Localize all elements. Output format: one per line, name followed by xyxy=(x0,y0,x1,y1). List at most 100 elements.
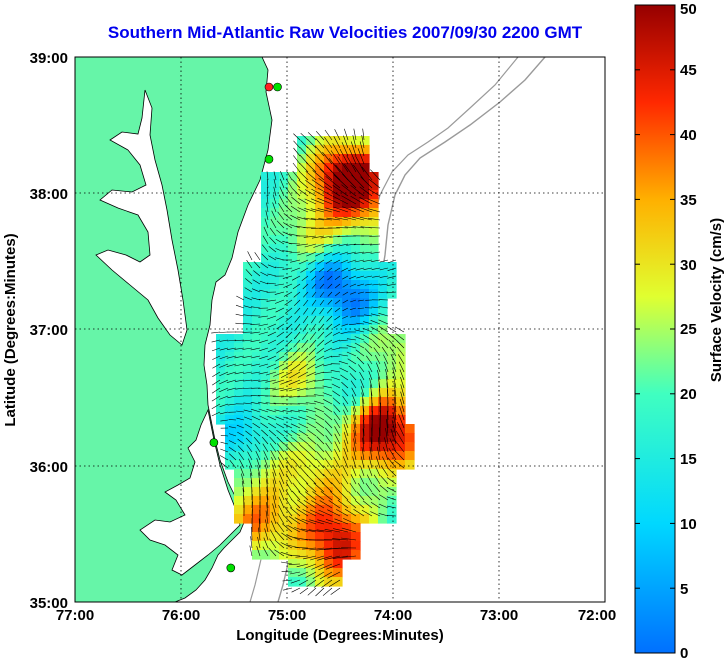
velocity-vector xyxy=(267,347,277,353)
colorbar-tick-label: 10 xyxy=(680,516,697,533)
velocity-vector xyxy=(342,396,349,405)
velocity-cell xyxy=(360,415,370,425)
velocity-cell xyxy=(279,451,289,461)
velocity-cell xyxy=(297,496,307,506)
velocity-cell xyxy=(306,550,316,560)
velocity-cell xyxy=(279,172,289,182)
velocity-vector xyxy=(307,451,317,461)
velocity-cell xyxy=(324,361,334,371)
velocity-vector xyxy=(219,371,229,377)
velocity-vector xyxy=(369,377,373,389)
velocity-cell xyxy=(333,370,343,380)
velocity-vector xyxy=(294,307,301,315)
velocity-vector xyxy=(293,299,301,307)
velocity-vector xyxy=(259,415,269,421)
velocity-vector xyxy=(299,162,309,173)
velocity-vector xyxy=(256,458,261,469)
velocity-vector xyxy=(344,508,357,517)
velocity-cell xyxy=(342,154,352,164)
velocity-vector xyxy=(293,339,301,348)
velocity-cell xyxy=(297,568,307,578)
velocity-cell xyxy=(288,541,298,551)
velocity-vector xyxy=(267,323,277,328)
velocity-vector xyxy=(259,347,269,352)
velocity-cell xyxy=(315,370,325,380)
velocity-vector xyxy=(292,474,301,485)
velocity-cell xyxy=(306,307,316,317)
velocity-vector xyxy=(274,299,285,304)
velocity-cell xyxy=(297,361,307,371)
velocity-vector xyxy=(275,238,285,245)
colorbar-tick-label: 20 xyxy=(680,386,697,403)
velocity-vector xyxy=(392,368,397,381)
velocity-cell xyxy=(342,361,352,371)
velocity-cell xyxy=(279,469,289,479)
velocity-vector xyxy=(276,347,285,354)
velocity-vector xyxy=(228,446,237,453)
velocity-vector xyxy=(341,555,357,558)
velocity-vector xyxy=(394,326,405,333)
velocity-cell xyxy=(297,172,307,182)
velocity-cell xyxy=(306,577,316,587)
velocity-cell xyxy=(378,262,388,272)
velocity-cell xyxy=(324,145,334,155)
velocity-cell xyxy=(225,388,235,398)
velocity-cell xyxy=(342,541,352,551)
velocity-vector xyxy=(292,170,301,181)
velocity-cell xyxy=(351,460,361,470)
velocity-cell xyxy=(234,343,244,353)
velocity-vector xyxy=(340,374,349,381)
map-panel xyxy=(74,56,606,603)
velocity-cell xyxy=(306,280,316,290)
velocity-vector xyxy=(276,229,285,237)
velocity-vector xyxy=(315,355,325,362)
velocity-vector xyxy=(331,355,341,358)
velocity-cell xyxy=(297,370,307,380)
velocity-vector xyxy=(342,465,349,477)
velocity-vector xyxy=(342,206,357,213)
velocity-vector xyxy=(322,392,333,397)
velocity-cell xyxy=(252,487,262,497)
velocity-vector xyxy=(337,156,349,173)
velocity-vector xyxy=(328,579,341,587)
velocity-vector xyxy=(281,532,293,541)
velocity-vector xyxy=(316,529,333,533)
velocity-cell xyxy=(306,469,316,479)
colorbar-tick-label: 25 xyxy=(680,321,697,338)
velocity-cell xyxy=(279,280,289,290)
velocity-vector xyxy=(296,216,309,221)
velocity-vector xyxy=(266,486,269,501)
velocity-cell xyxy=(279,397,289,407)
velocity-vector xyxy=(304,189,317,197)
velocity-vector xyxy=(275,423,285,429)
velocity-vector xyxy=(272,471,277,485)
velocity-vector xyxy=(305,571,317,578)
velocity-cell xyxy=(252,541,262,551)
velocity-cell xyxy=(270,262,280,272)
velocity-cell xyxy=(306,523,316,533)
velocity-vector xyxy=(267,264,277,269)
velocity-cell xyxy=(252,478,262,488)
velocity-cell xyxy=(360,469,370,479)
velocity-vector xyxy=(301,339,309,348)
velocity-cell xyxy=(333,352,343,362)
velocity-cell xyxy=(225,397,235,407)
velocity-cell xyxy=(306,379,316,389)
lat-tick-label: 35:00 xyxy=(30,595,68,612)
velocity-cell xyxy=(270,370,280,380)
velocity-vector xyxy=(258,527,261,541)
velocity-cell xyxy=(342,505,352,515)
velocity-cell xyxy=(297,397,307,407)
velocity-vector xyxy=(356,356,365,365)
velocity-cell xyxy=(333,172,343,182)
velocity-vector xyxy=(298,197,309,205)
velocity-vector xyxy=(378,306,389,309)
velocity-cell xyxy=(270,532,280,542)
velocity-vector xyxy=(234,347,245,350)
velocity-vector xyxy=(242,347,253,350)
velocity-vector xyxy=(220,448,229,453)
velocity-vector xyxy=(219,395,229,400)
velocity-cell xyxy=(315,415,325,425)
velocity-vector xyxy=(250,323,261,325)
velocity-vector xyxy=(228,426,237,429)
